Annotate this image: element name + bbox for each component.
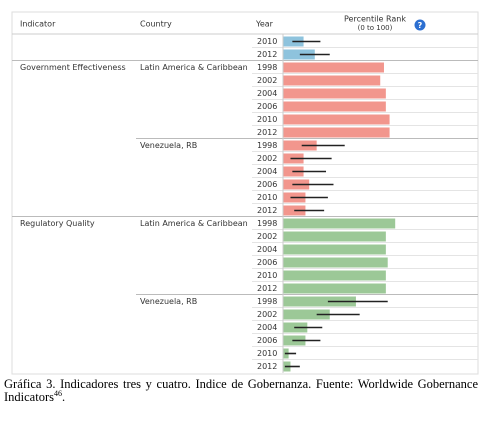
year-label: 2012 bbox=[257, 284, 277, 293]
year-label: 2006 bbox=[257, 180, 277, 189]
help-icon-circle[interactable] bbox=[414, 19, 426, 31]
year-label: 2010 bbox=[257, 115, 277, 124]
year-label: 2010 bbox=[257, 349, 277, 358]
year-label: 2012 bbox=[257, 128, 277, 137]
chart: Indicator Country Year Percentile Rank (… bbox=[11, 11, 479, 375]
header-value-sub: (0 to 100) bbox=[358, 24, 393, 32]
bar bbox=[283, 140, 317, 151]
header-indicator: Indicator bbox=[20, 20, 56, 29]
year-label: 2012 bbox=[257, 206, 277, 215]
frame bbox=[11, 11, 479, 375]
year-label: 2004 bbox=[257, 245, 277, 254]
caption: Gráfica 3. Indicadores tres y cuatro. In… bbox=[4, 378, 478, 404]
year-label: 1998 bbox=[257, 141, 277, 150]
bar bbox=[283, 75, 381, 86]
country-label: Latin America & Caribbean bbox=[140, 63, 248, 72]
help-icon[interactable]: ? bbox=[418, 21, 423, 30]
header-value: Percentile Rank bbox=[344, 15, 406, 24]
bar bbox=[283, 127, 390, 138]
year-label: 2006 bbox=[257, 102, 277, 111]
caption-end: . bbox=[61, 390, 66, 404]
country-label: Venezuela, RB bbox=[140, 297, 197, 306]
bar bbox=[283, 62, 384, 73]
caption-text: Gráfica 3. Indicadores tres y cuatro. In… bbox=[4, 377, 478, 404]
country-label: Venezuela, RB bbox=[140, 141, 197, 150]
year-label: 2002 bbox=[257, 310, 277, 319]
bar bbox=[283, 231, 386, 242]
year-label: 2004 bbox=[257, 323, 277, 332]
caption-superscript: 46 bbox=[53, 388, 62, 398]
bar bbox=[283, 270, 386, 281]
bar bbox=[283, 49, 315, 60]
year-label: 1998 bbox=[257, 297, 277, 306]
year-label: 2004 bbox=[257, 89, 277, 98]
bar bbox=[283, 257, 388, 268]
year-label: 2006 bbox=[257, 336, 277, 345]
year-label: 1998 bbox=[257, 219, 277, 228]
header-year: Year bbox=[255, 20, 274, 29]
indicator-label: Regulatory Quality bbox=[20, 219, 95, 228]
year-label: 2006 bbox=[257, 258, 277, 267]
year-label: 2012 bbox=[257, 50, 277, 59]
bar bbox=[283, 283, 386, 294]
year-label: 2010 bbox=[257, 271, 277, 280]
bar bbox=[283, 218, 396, 229]
header-country: Country bbox=[140, 20, 172, 29]
year-label: 2010 bbox=[257, 193, 277, 202]
year-label: 2010 bbox=[257, 37, 277, 46]
bar bbox=[283, 244, 386, 255]
year-label: 1998 bbox=[257, 63, 277, 72]
bar bbox=[283, 88, 386, 99]
year-label: 2002 bbox=[257, 154, 277, 163]
bar bbox=[283, 101, 386, 112]
bar bbox=[283, 309, 330, 320]
year-label: 2002 bbox=[257, 76, 277, 85]
bar bbox=[283, 114, 390, 125]
indicator-label: Government Effectiveness bbox=[20, 63, 126, 72]
year-label: 2012 bbox=[257, 362, 277, 371]
year-label: 2002 bbox=[257, 232, 277, 241]
year-label: 2004 bbox=[257, 167, 277, 176]
country-label: Latin America & Caribbean bbox=[140, 219, 248, 228]
bar bbox=[283, 296, 356, 307]
